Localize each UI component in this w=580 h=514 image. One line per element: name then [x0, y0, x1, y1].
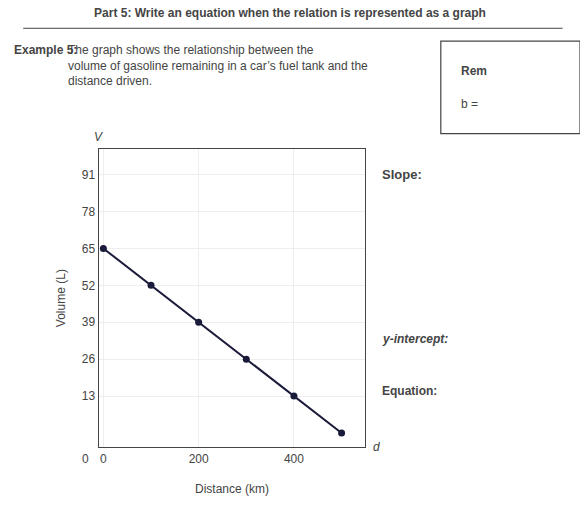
svg-text:Equation:: Equation: — [382, 384, 437, 398]
svg-text:400: 400 — [284, 452, 304, 466]
svg-text:Part 5: Write an equation when: Part 5: Write an equation when the relat… — [94, 6, 486, 20]
svg-text:Slope:: Slope: — [382, 167, 422, 182]
svg-text:Volume (L): Volume (L) — [54, 269, 68, 327]
svg-text:52: 52 — [82, 279, 96, 293]
svg-text:Rem: Rem — [461, 64, 487, 78]
svg-text:13: 13 — [82, 389, 96, 403]
svg-text:Distance (km): Distance (km) — [195, 482, 269, 496]
svg-text:0: 0 — [100, 452, 107, 466]
svg-text:V: V — [94, 130, 103, 144]
svg-text:y-intercept:: y-intercept: — [382, 332, 448, 346]
svg-text:d: d — [373, 440, 380, 454]
svg-text:200: 200 — [189, 452, 209, 466]
svg-text:78: 78 — [82, 205, 96, 219]
svg-text:The graph shows the relationsh: The graph shows the relationship between… — [68, 43, 368, 88]
svg-text:65: 65 — [82, 242, 96, 256]
svg-text:39: 39 — [82, 315, 96, 329]
svg-text:0: 0 — [82, 452, 89, 466]
svg-text:26: 26 — [82, 352, 96, 366]
svg-text:Example 5:: Example 5: — [14, 43, 77, 57]
svg-text:91: 91 — [82, 168, 96, 182]
svg-text:b =: b = — [461, 97, 478, 111]
